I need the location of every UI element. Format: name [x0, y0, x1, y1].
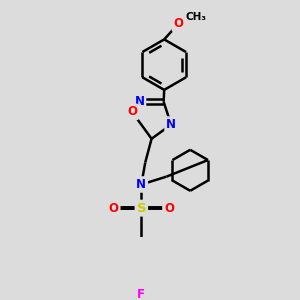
- Text: CH₃: CH₃: [185, 12, 206, 22]
- Text: S: S: [136, 202, 146, 214]
- Text: O: O: [127, 105, 137, 119]
- Text: N: N: [134, 95, 145, 108]
- Text: F: F: [137, 288, 145, 300]
- Text: N: N: [136, 178, 146, 191]
- Text: O: O: [173, 17, 183, 30]
- Text: O: O: [164, 202, 174, 214]
- Text: N: N: [166, 118, 176, 131]
- Text: O: O: [109, 202, 119, 214]
